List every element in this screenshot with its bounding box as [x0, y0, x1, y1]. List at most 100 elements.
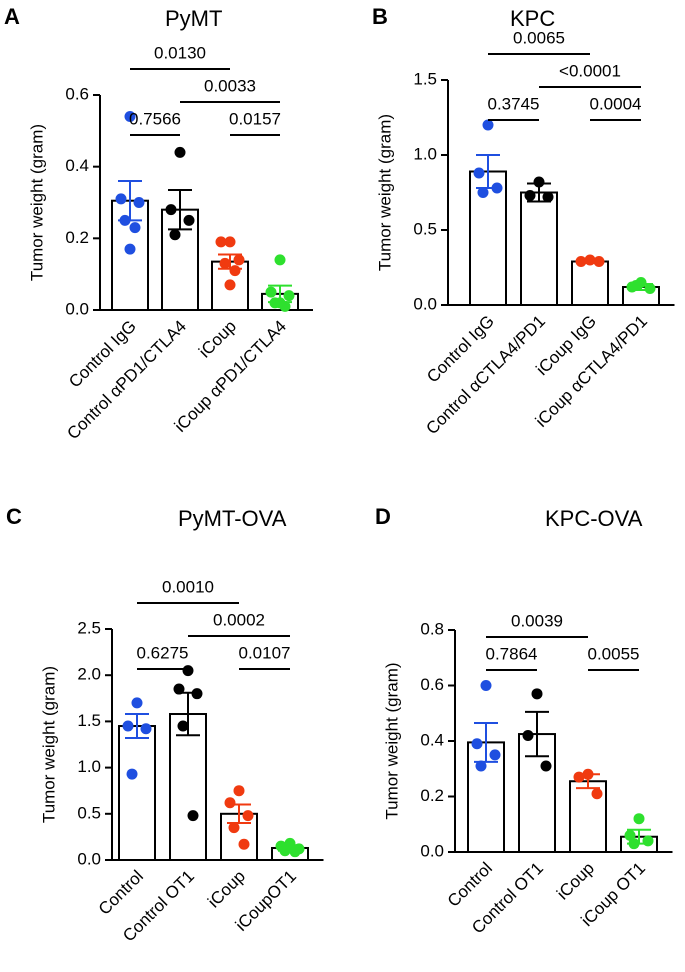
- y-tick-label: 2.5: [77, 618, 101, 637]
- data-point: [489, 749, 501, 761]
- data-point: [173, 683, 185, 695]
- data-point: [122, 720, 134, 732]
- y-tick-label: 0.0: [65, 299, 89, 318]
- y-tick-label: 0.6: [65, 84, 89, 103]
- data-point: [274, 297, 286, 309]
- bar: [571, 260, 609, 306]
- data-point: [126, 768, 138, 780]
- data-point: [265, 286, 277, 298]
- data-point: [542, 191, 554, 203]
- data-point: [133, 197, 145, 208]
- p-value: 0.6275: [137, 643, 189, 662]
- p-value: <0.0001: [559, 61, 621, 80]
- data-point: [115, 193, 127, 205]
- data-point: [274, 254, 286, 266]
- p-value: 0.0157: [229, 109, 281, 128]
- data-point: [224, 797, 236, 809]
- y-axis-label: Tumor weight (gram): [375, 114, 394, 271]
- panel-letter: C: [6, 504, 22, 529]
- data-point: [573, 771, 585, 783]
- chart-title: PyMT: [165, 6, 222, 31]
- data-point: [477, 187, 489, 198]
- x-tick-label: iCoup: [553, 859, 598, 904]
- data-point: [233, 785, 245, 797]
- data-point: [242, 810, 254, 822]
- y-tick-label: 0.2: [420, 786, 444, 805]
- p-value: 0.0033: [204, 76, 256, 95]
- y-tick-label: 0.5: [413, 219, 437, 238]
- p-value: 0.0002: [213, 610, 265, 629]
- data-point: [540, 760, 552, 772]
- data-point: [129, 222, 141, 234]
- y-tick-label: 1.0: [77, 757, 101, 776]
- data-point: [119, 214, 131, 226]
- data-point: [642, 835, 654, 847]
- data-point: [131, 697, 143, 709]
- y-tick-label: 0.0: [77, 849, 101, 868]
- data-point: [633, 813, 645, 825]
- x-tick-label: iCoup: [195, 317, 240, 362]
- y-tick-label: 0.5: [77, 803, 101, 822]
- y-axis-label: Tumor weight (gram): [39, 666, 58, 823]
- data-point: [183, 214, 195, 226]
- data-point: [582, 768, 594, 780]
- data-point: [480, 680, 492, 691]
- data-point: [531, 688, 543, 700]
- p-value: 0.0010: [162, 577, 214, 596]
- y-axis-label: Tumor weight (gram): [382, 662, 401, 819]
- y-tick-label: 1.5: [77, 711, 101, 730]
- data-point: [593, 256, 605, 267]
- data-point: [471, 738, 483, 750]
- x-tick-label: iCoup: [204, 867, 249, 912]
- p-value: 0.0130: [154, 43, 206, 62]
- data-point: [174, 146, 186, 158]
- y-tick-label: 1.5: [413, 69, 437, 88]
- data-point: [473, 167, 485, 179]
- data-point: [224, 279, 236, 291]
- data-point: [229, 265, 241, 277]
- y-axis-label: Tumor weight (gram): [27, 124, 46, 281]
- data-point: [228, 822, 240, 834]
- data-point: [169, 229, 181, 241]
- y-tick-label: 0.4: [420, 730, 444, 749]
- panel-letter: D: [375, 504, 391, 529]
- data-point: [630, 280, 642, 291]
- data-point: [140, 723, 152, 735]
- chart-title: KPC-OVA: [545, 506, 643, 531]
- data-point: [124, 111, 136, 122]
- data-point: [475, 760, 487, 772]
- y-tick-label: 1.0: [413, 144, 437, 163]
- panel-letter: A: [4, 4, 20, 29]
- data-point: [165, 204, 177, 216]
- bar: [169, 713, 207, 861]
- data-point: [624, 829, 636, 841]
- p-value: 0.0065: [513, 28, 565, 47]
- p-value: 0.3745: [488, 94, 540, 113]
- p-value: 0.7566: [129, 109, 181, 128]
- y-tick-label: 0.0: [413, 294, 437, 313]
- p-value: 0.0004: [590, 94, 642, 113]
- y-tick-label: 0.4: [65, 156, 89, 175]
- data-point: [533, 176, 545, 188]
- data-point: [215, 236, 227, 248]
- data-point: [124, 243, 136, 255]
- data-point: [233, 254, 245, 266]
- y-tick-label: 0.2: [65, 228, 89, 247]
- data-point: [522, 729, 534, 741]
- y-tick-label: 0.0: [420, 841, 444, 860]
- chart-title: PyMT-OVA: [178, 506, 287, 531]
- data-point: [482, 119, 494, 131]
- data-point: [491, 182, 503, 194]
- data-point: [283, 290, 295, 302]
- data-point: [182, 665, 194, 677]
- bar: [118, 725, 156, 862]
- data-point: [191, 688, 203, 700]
- data-point: [224, 236, 236, 248]
- y-tick-label: 2.0: [77, 665, 101, 684]
- data-point: [628, 838, 640, 850]
- data-point: [219, 257, 231, 269]
- data-point: [238, 838, 250, 850]
- p-value: 0.0055: [588, 644, 640, 663]
- data-point: [575, 256, 587, 267]
